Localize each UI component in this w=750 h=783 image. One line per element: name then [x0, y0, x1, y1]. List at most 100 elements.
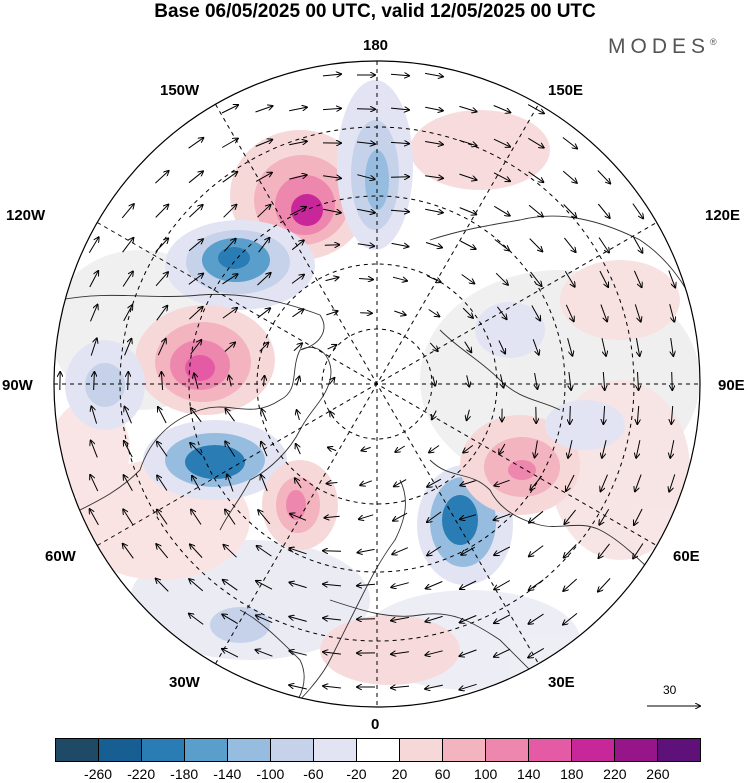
wind-vector — [295, 478, 302, 489]
wind-vector — [599, 270, 608, 287]
wind-vector — [289, 651, 307, 656]
colorbar-swatch — [98, 739, 141, 761]
wind-vector — [123, 544, 134, 559]
wind-vector — [359, 514, 374, 519]
label-60e: 60E — [673, 548, 700, 565]
wind-vector — [427, 546, 442, 556]
wind-vector — [224, 343, 235, 352]
wind-vector — [357, 584, 376, 586]
wind-vector — [459, 139, 476, 145]
wind-vector — [124, 475, 133, 492]
wind-vector — [597, 203, 609, 218]
map-title: Base 06/05/2025 00 UTC, valid 12/05/2025… — [154, 1, 596, 22]
wind-vector — [528, 137, 543, 147]
wind-vector — [670, 440, 675, 458]
wind-vector — [392, 547, 408, 555]
wind-vector — [257, 546, 272, 557]
wind-vector — [391, 582, 409, 588]
wind-vector — [125, 407, 132, 424]
wind-vector — [566, 474, 575, 491]
wind-vector — [189, 307, 202, 320]
colorbar-swatch — [399, 739, 442, 761]
anomaly-pos-100w — [135, 305, 275, 415]
wind-vector — [567, 338, 573, 355]
wind-vector — [322, 108, 341, 109]
wind-vector — [361, 447, 371, 450]
wind-vector — [323, 208, 341, 213]
wind-vector — [563, 204, 577, 218]
wind-vector — [128, 372, 129, 391]
graticule — [54, 61, 700, 707]
wind-vector — [494, 205, 509, 215]
wind-vector — [290, 514, 307, 521]
wind-vector — [635, 474, 642, 492]
wind-vector — [323, 618, 341, 620]
colorbar-swatch — [184, 739, 227, 761]
wind-vector — [155, 238, 168, 252]
wind-vector — [358, 549, 375, 552]
colorbar-swatch — [313, 739, 356, 761]
wind-vector — [289, 582, 307, 589]
wind-vector — [461, 274, 475, 284]
wind-vector — [634, 304, 640, 321]
wind-vector — [564, 544, 577, 558]
wind-vector — [255, 106, 273, 113]
wind-vector — [464, 341, 472, 353]
wind-vector — [425, 73, 443, 76]
wind-vector — [257, 308, 270, 319]
label-120w: 120W — [6, 207, 46, 224]
wind-vector — [564, 271, 574, 286]
anomaly-neg-90w — [65, 340, 145, 430]
wind-vector — [427, 275, 440, 282]
wind-vector — [190, 443, 203, 456]
wind-vector — [562, 170, 577, 183]
colorbar-tick-label: -220 — [127, 766, 156, 782]
wind-vector — [494, 513, 511, 520]
anomaly-pos-45w — [262, 460, 338, 550]
colorbar-swatch — [270, 739, 313, 761]
wind-vector — [223, 205, 237, 218]
wind-vector — [323, 652, 341, 654]
wind-vector — [494, 648, 511, 657]
wind-vector — [636, 440, 641, 458]
wind-vector — [323, 551, 342, 552]
wind-vector — [499, 443, 506, 454]
wind-vector — [257, 273, 270, 286]
wind-vector — [467, 375, 470, 386]
wind-vector — [528, 171, 544, 182]
wind-vector — [190, 544, 203, 558]
wind-vector — [495, 272, 508, 285]
coastlines — [59, 215, 700, 707]
wind-vector — [494, 479, 510, 485]
wind-vector — [460, 240, 475, 249]
label-60w: 60W — [45, 548, 76, 565]
wind-vector — [90, 338, 97, 356]
wind-vector — [535, 373, 538, 389]
label-150e: 150E — [548, 82, 584, 99]
wind-vector — [390, 142, 409, 143]
wind-vector — [494, 614, 511, 623]
wind-vector — [326, 311, 337, 315]
wind-vector — [123, 509, 134, 525]
wind-vector — [357, 619, 376, 620]
wind-vector — [390, 210, 409, 211]
wind-vector — [636, 338, 639, 356]
anomaly-neg-180 — [337, 80, 413, 250]
wind-vector — [598, 578, 611, 591]
colorbar — [55, 738, 701, 762]
wind-vector — [259, 343, 269, 352]
wind-vector — [357, 208, 375, 213]
wind-vector — [459, 173, 477, 180]
brand-text: MODES — [608, 35, 711, 58]
wind-vector — [600, 304, 607, 322]
wind-vector — [293, 343, 302, 352]
colorbar-tick-label: 60 — [434, 766, 451, 782]
wind-vector — [122, 238, 134, 253]
wind-vector — [425, 142, 443, 145]
wind-vector — [601, 338, 606, 356]
wind-vector — [357, 244, 374, 246]
wind-vector — [633, 236, 643, 253]
wind-vector — [191, 408, 202, 423]
wind-vector — [425, 242, 442, 248]
wind-vector — [459, 105, 476, 111]
